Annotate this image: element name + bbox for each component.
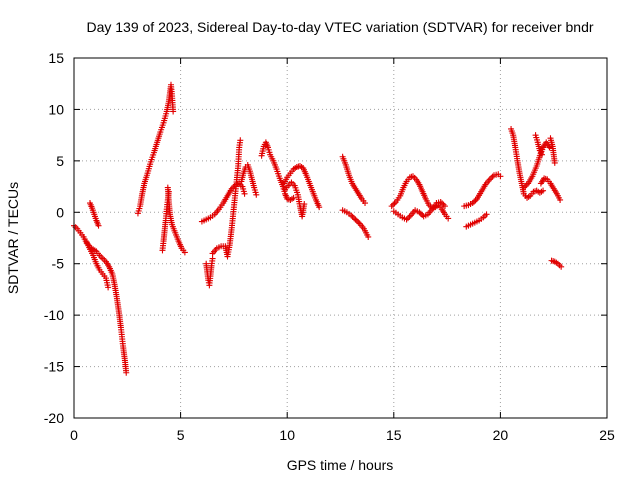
data-point <box>253 191 260 198</box>
data-point <box>497 173 504 180</box>
data-point <box>445 215 452 222</box>
y-tick-label: -15 <box>44 359 64 375</box>
data-point <box>348 212 355 219</box>
y-tick-label: 0 <box>56 204 64 220</box>
data-point <box>228 185 235 192</box>
data-point <box>105 284 112 291</box>
series-arc2 <box>86 200 102 229</box>
data-point <box>362 200 369 207</box>
data-point <box>316 204 323 211</box>
x-tick-label: 25 <box>599 427 615 443</box>
series-arc12 <box>281 163 323 211</box>
series-arc17 <box>390 199 448 223</box>
x-axis-label: GPS time / hours <box>287 457 394 473</box>
y-tick-label: -20 <box>44 410 64 426</box>
data-point <box>352 216 359 223</box>
series-arc19 <box>463 211 490 230</box>
data-point <box>440 201 447 208</box>
data-point <box>301 201 308 208</box>
series-arc1 <box>71 222 130 376</box>
series-arc18 <box>461 171 504 210</box>
data-point <box>405 215 412 222</box>
series-arc13 <box>282 179 308 220</box>
data-point <box>472 197 479 204</box>
data-point <box>558 263 565 270</box>
data-point <box>522 183 529 190</box>
series-arc4 <box>134 81 177 217</box>
data-point <box>489 173 496 180</box>
plot-frame <box>73 57 608 419</box>
x-tick-label: 20 <box>493 427 509 443</box>
axis-ticks: 0 5 10 15 20 25 -20 -15 -10 -5 0 5 10 15 <box>44 50 615 443</box>
data-point <box>170 108 177 115</box>
data-point <box>551 159 558 166</box>
series-arc11 <box>258 139 297 203</box>
data-point <box>546 144 553 151</box>
series-arc16 <box>388 173 452 222</box>
y-tick-label: -10 <box>44 307 64 323</box>
data-point <box>417 210 424 217</box>
data-point <box>488 175 495 181</box>
data-point <box>523 181 530 188</box>
data-point <box>241 190 248 197</box>
data-point <box>290 194 297 201</box>
data-point <box>353 217 360 224</box>
series-arc6 <box>159 188 172 254</box>
series-arc24 <box>547 135 558 166</box>
data-point <box>230 184 237 191</box>
data-point <box>390 201 397 208</box>
series-arc23 <box>537 175 564 203</box>
grid <box>74 58 607 418</box>
data-point <box>165 188 172 195</box>
data-point <box>557 196 564 203</box>
data-points <box>71 81 565 376</box>
data-point <box>540 187 547 194</box>
data-point <box>439 200 446 207</box>
data-point <box>437 199 444 205</box>
data-point <box>95 222 102 229</box>
y-tick-label: -5 <box>52 256 65 272</box>
data-point <box>349 213 356 220</box>
series-arc20 <box>508 125 547 201</box>
series-arc14 <box>339 153 369 207</box>
y-tick-label: 15 <box>48 50 64 66</box>
data-point <box>209 255 216 262</box>
data-point <box>441 203 448 210</box>
data-point <box>520 184 527 191</box>
data-point <box>365 233 372 240</box>
data-point <box>469 200 476 207</box>
data-point <box>403 216 410 223</box>
series-arc25 <box>548 257 565 270</box>
data-point <box>538 151 545 158</box>
data-point <box>391 200 398 207</box>
x-tick-label: 10 <box>279 427 295 443</box>
x-tick-label: 15 <box>386 427 402 443</box>
data-point <box>471 198 478 205</box>
series-arc9 <box>198 180 248 225</box>
y-axis-label: SDTVAR / TECUs <box>5 182 21 294</box>
data-point <box>351 215 358 222</box>
series-arc3 <box>83 239 112 291</box>
y-tick-label: 5 <box>56 153 64 169</box>
series-arc22 <box>532 132 545 158</box>
series-arc15 <box>339 207 372 240</box>
chart-title: Day 139 of 2023, Sidereal Day-to-day VTE… <box>86 19 593 35</box>
data-point <box>486 176 493 183</box>
data-point <box>237 137 244 144</box>
data-point <box>355 219 362 226</box>
data-point <box>483 211 490 218</box>
series-arc21 <box>520 139 553 191</box>
x-tick-label: 5 <box>177 427 185 443</box>
data-point <box>123 369 130 376</box>
data-point <box>181 249 188 256</box>
data-point <box>231 182 238 189</box>
data-point <box>416 209 423 216</box>
series-arc10 <box>238 161 260 198</box>
x-tick-label: 0 <box>70 427 78 443</box>
y-tick-label: 10 <box>48 101 64 117</box>
series-arc7 <box>203 255 216 289</box>
data-point <box>406 213 413 220</box>
data-point <box>388 203 395 210</box>
